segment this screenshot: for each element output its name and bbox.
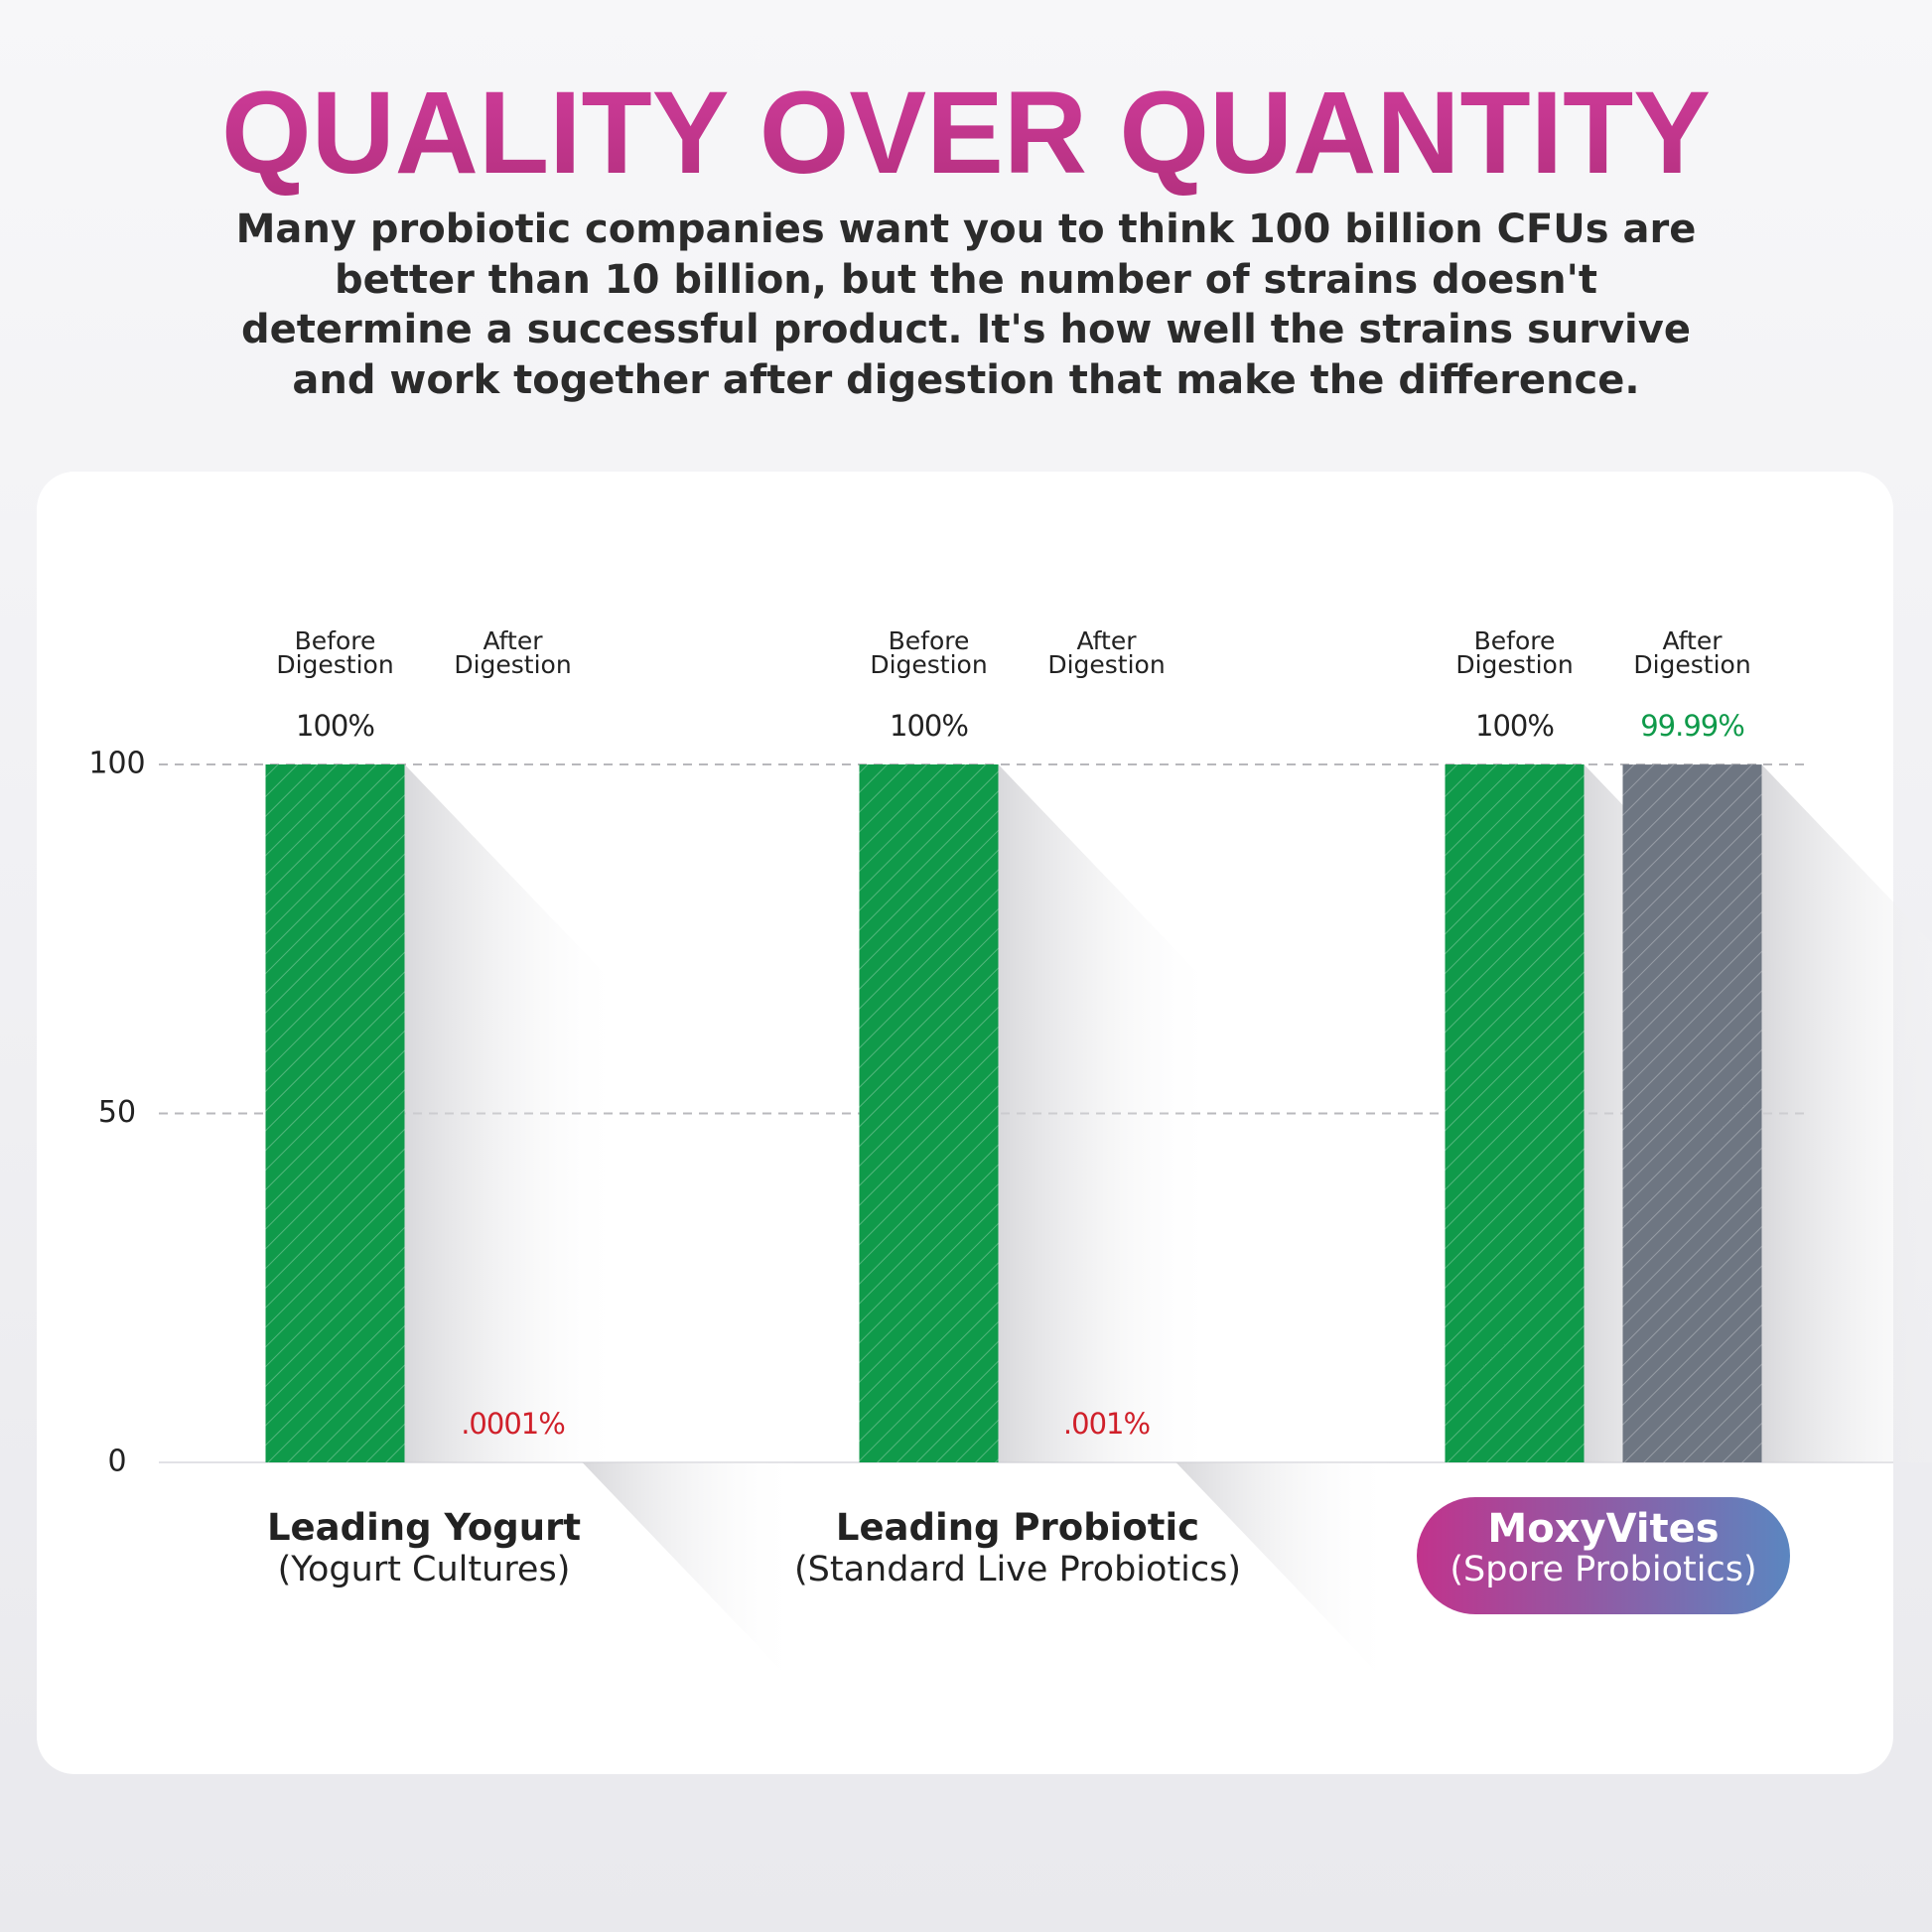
highlight-pill xyxy=(1417,1497,1790,1614)
subtitle: Many probiotic companies want you to thi… xyxy=(235,207,1697,403)
series-label: After Digestion xyxy=(1633,626,1751,679)
bar xyxy=(1622,764,1762,1462)
value-label: .001% xyxy=(1062,1406,1151,1441)
bar-shadow xyxy=(582,1461,801,1691)
series-label: Before Digestion xyxy=(276,626,394,679)
category-label: Leading Yogurt xyxy=(266,1506,582,1549)
y-tick-label: 50 xyxy=(98,1095,136,1130)
bar-shadow xyxy=(404,764,623,1462)
bar-shadow xyxy=(998,764,1217,1462)
category-sublabel: (Standard Live Probiotics) xyxy=(793,1550,1242,1589)
category-label: Leading Probiotic xyxy=(835,1506,1200,1549)
category-label: MoxyVites xyxy=(1487,1506,1720,1552)
bar xyxy=(1445,764,1585,1462)
series-label: Before Digestion xyxy=(870,626,988,679)
y-tick-label: 0 xyxy=(107,1445,126,1479)
series-label: After Digestion xyxy=(1047,626,1166,679)
chart-title: QUALITY OVER QUANTITY xyxy=(221,68,1711,199)
series-label: After Digestion xyxy=(454,626,572,679)
category-sublabel: (Spore Probiotics) xyxy=(1449,1550,1757,1589)
value-label: 100% xyxy=(890,709,969,743)
bar-shadow xyxy=(1761,764,1932,1462)
value-label: .0001% xyxy=(461,1406,566,1441)
value-label: 100% xyxy=(1475,709,1555,743)
series-label: Before Digestion xyxy=(1455,626,1574,679)
value-label: 100% xyxy=(296,709,375,743)
y-tick-label: 100 xyxy=(88,747,145,781)
bar-shadow xyxy=(1175,1461,1395,1691)
bar xyxy=(859,764,999,1462)
bar xyxy=(265,764,405,1462)
value-label: 99.99% xyxy=(1640,709,1745,744)
category-sublabel: (Yogurt Cultures) xyxy=(277,1550,571,1589)
